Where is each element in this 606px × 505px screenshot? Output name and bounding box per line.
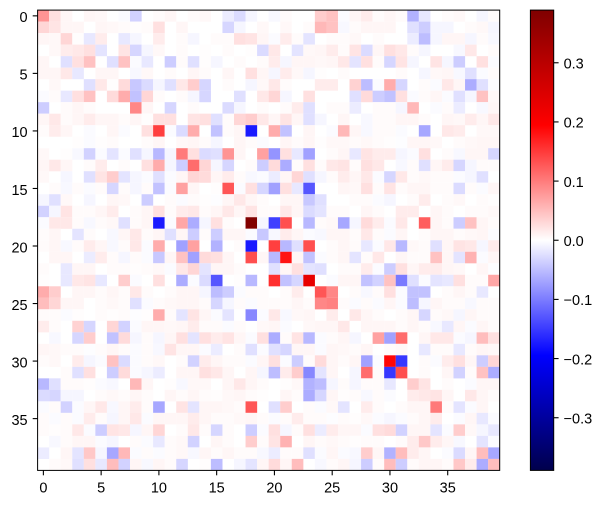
svg-text:25: 25 (324, 481, 340, 497)
svg-text:15: 15 (11, 183, 27, 199)
svg-text:0.0: 0.0 (564, 234, 584, 250)
svg-text:0.3: 0.3 (564, 57, 584, 73)
svg-text:30: 30 (382, 481, 398, 497)
svg-text:15: 15 (209, 481, 225, 497)
svg-text:5: 5 (97, 481, 105, 497)
svg-text:20: 20 (11, 240, 27, 256)
svg-text:20: 20 (266, 481, 282, 497)
svg-text:0.2: 0.2 (564, 116, 584, 132)
svg-text:25: 25 (11, 298, 27, 314)
svg-text:−0.1: −0.1 (564, 293, 593, 309)
svg-text:0.1: 0.1 (564, 175, 584, 191)
svg-text:0: 0 (20, 10, 28, 26)
svg-text:−0.2: −0.2 (564, 352, 593, 368)
svg-text:0: 0 (39, 481, 47, 497)
svg-text:5: 5 (20, 68, 28, 84)
svg-text:−0.3: −0.3 (564, 412, 593, 428)
svg-text:30: 30 (11, 355, 27, 371)
svg-text:10: 10 (151, 481, 167, 497)
svg-text:35: 35 (440, 481, 456, 497)
svg-text:10: 10 (11, 125, 27, 141)
svg-text:35: 35 (11, 413, 27, 429)
